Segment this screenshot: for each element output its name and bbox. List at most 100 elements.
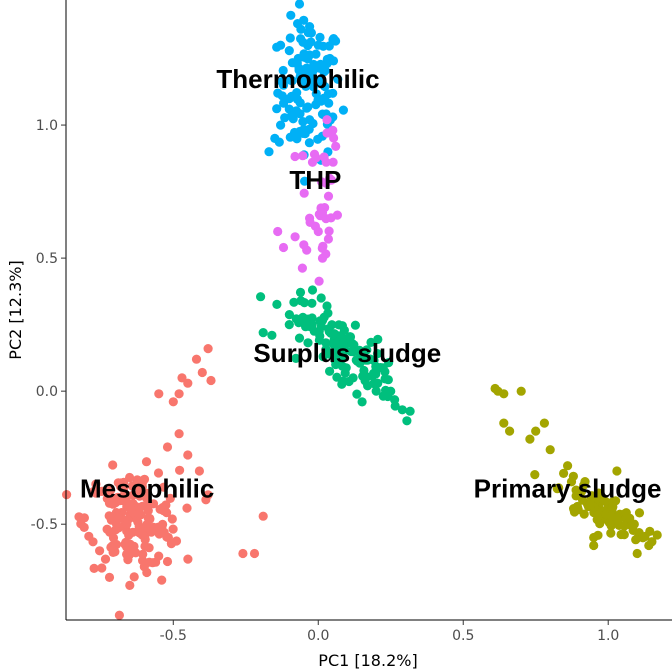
data-point (306, 37, 316, 47)
data-point (274, 137, 284, 147)
data-point (316, 293, 326, 303)
data-point (333, 74, 343, 84)
data-point (571, 485, 581, 495)
data-point (197, 367, 207, 378)
data-point (300, 129, 310, 139)
data-point (91, 479, 101, 489)
data-point (318, 315, 328, 325)
data-point (593, 530, 603, 540)
data-point (505, 426, 515, 436)
data-point (613, 515, 623, 525)
x-tick-label: 1.0 (597, 628, 619, 644)
data-point (579, 480, 589, 490)
data-point (299, 298, 309, 308)
data-point (316, 74, 326, 85)
series-surplus-sludge (256, 285, 415, 426)
data-point (201, 495, 211, 505)
data-point (631, 535, 641, 545)
data-point (118, 484, 129, 494)
data-point (317, 207, 328, 218)
data-point (299, 188, 309, 198)
data-point (516, 386, 526, 396)
x-tick-label: 0.0 (307, 628, 329, 644)
data-point (286, 75, 296, 85)
data-point (144, 557, 154, 567)
data-point (318, 41, 328, 51)
data-point (323, 308, 333, 318)
x-axis-title: PC1 [18.2%] (318, 651, 417, 670)
data-point (168, 524, 178, 534)
data-point (307, 298, 317, 308)
data-point (286, 111, 296, 121)
data-point (272, 42, 282, 52)
data-point (355, 345, 365, 355)
data-point (296, 34, 306, 44)
data-point (121, 537, 131, 547)
data-point (569, 505, 579, 515)
data-point (499, 418, 509, 428)
y-axis-ticks: -0.5 0.0 0.5 1.0 (31, 118, 66, 533)
data-point (369, 356, 379, 366)
data-point (352, 356, 362, 366)
data-point (314, 276, 324, 286)
data-point (638, 533, 648, 543)
data-point (142, 567, 152, 578)
data-point (171, 536, 182, 546)
data-point (162, 532, 172, 542)
data-point (595, 519, 605, 529)
data-point (308, 118, 318, 129)
data-point (293, 316, 304, 326)
data-point (127, 481, 137, 491)
data-point (634, 508, 645, 518)
data-point (304, 138, 314, 148)
data-point (322, 128, 332, 138)
data-point (397, 405, 407, 415)
data-point (276, 120, 286, 130)
data-point (284, 46, 294, 56)
data-point (606, 528, 616, 538)
data-point (290, 232, 300, 242)
data-point (142, 519, 152, 529)
data-point (89, 563, 99, 574)
data-point (167, 514, 177, 524)
data-point (632, 548, 642, 559)
data-point (361, 355, 371, 365)
y-tick-label: 0.5 (36, 251, 58, 267)
data-point (104, 511, 114, 521)
data-point (321, 157, 331, 167)
data-point (314, 326, 324, 336)
data-point (378, 391, 388, 401)
data-point (272, 104, 282, 114)
data-point (305, 217, 315, 227)
data-point (194, 466, 204, 476)
data-point (277, 77, 287, 87)
x-axis-ticks: -0.5 0.0 0.5 1.0 (160, 620, 619, 644)
data-point (132, 475, 142, 485)
data-point (352, 389, 362, 399)
data-point (325, 366, 335, 376)
data-point (329, 329, 339, 339)
data-point (278, 65, 288, 76)
data-point (273, 226, 283, 237)
data-point (616, 529, 626, 540)
data-point (338, 338, 348, 348)
group-label-thermophilic: Thermophilic (216, 64, 379, 94)
data-point (177, 373, 187, 383)
data-point (328, 157, 338, 167)
data-point (293, 19, 303, 29)
y-axis-title: PC2 [12.3%] (6, 260, 25, 359)
data-point (258, 511, 268, 521)
data-point (531, 426, 541, 436)
data-point (329, 133, 339, 143)
data-point (322, 301, 332, 311)
data-point (320, 81, 330, 92)
data-point (95, 546, 105, 556)
data-point (308, 73, 319, 83)
data-point (256, 292, 266, 302)
data-point (402, 416, 412, 426)
data-point (157, 575, 167, 585)
data-point (124, 530, 134, 540)
data-point (329, 34, 339, 44)
series-primary-sludge (490, 383, 662, 559)
data-point (321, 249, 331, 259)
